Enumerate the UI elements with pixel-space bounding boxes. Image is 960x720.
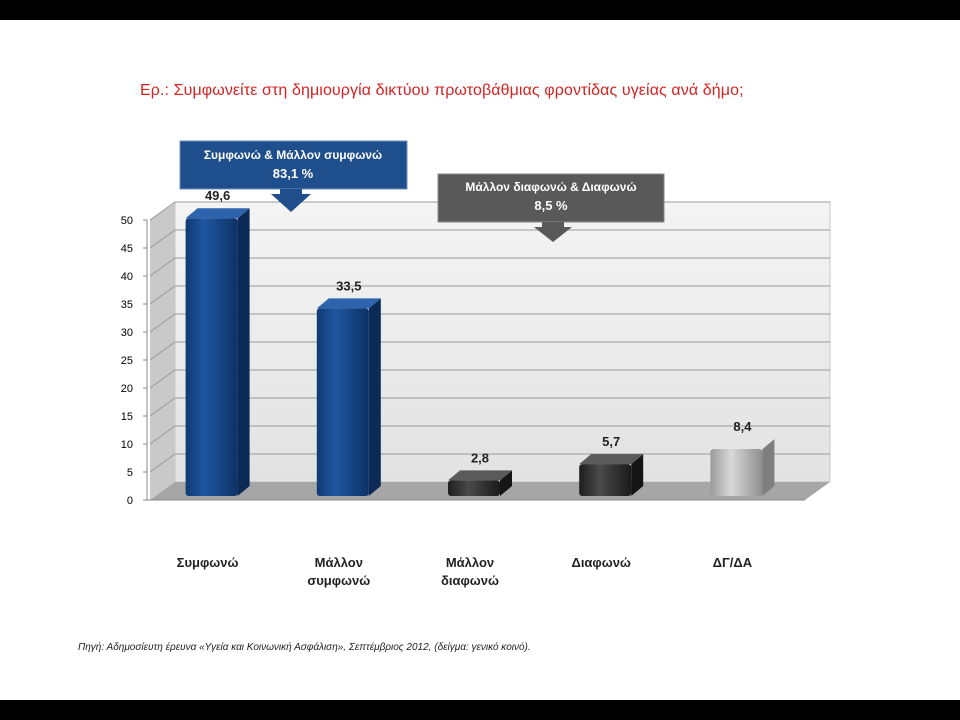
- data-label: 5,7: [602, 434, 620, 449]
- y-tick-label: 35: [121, 299, 133, 311]
- callout-disagree: Μάλλον διαφωνώ & Διαφωνώ 8,5 %: [437, 173, 665, 242]
- gridline: [149, 341, 830, 361]
- bar-chart: 0 5 10 15 20 25 30 35 40 45 50 49,6 33,5 2,8 5,7 8,4 Σ…: [121, 140, 831, 588]
- category-label: διαφωνώ: [441, 573, 499, 588]
- callout-disagree-box: [437, 173, 665, 223]
- category-label: Διαφωνώ: [571, 555, 630, 570]
- callout-agree-arrow: [271, 189, 311, 212]
- data-label: 49,6: [205, 188, 230, 203]
- question-title: Ερ.: Συμφωνείτε στη δημιουργία δικτύου π…: [140, 82, 744, 99]
- callout-agree: Συμφωνώ & Μάλλον συμφωνώ 83,1 %: [179, 140, 408, 212]
- gridline: [149, 257, 830, 277]
- callout-disagree-arrow: [534, 222, 572, 242]
- gridline: [149, 425, 830, 445]
- category-label: ΔΓ/ΔΑ: [713, 555, 753, 570]
- source-note: Πηγή: Αδημοσίευτη έρευνα «Υγεία και Κοιν…: [78, 642, 531, 653]
- y-tick-label: 40: [121, 271, 133, 283]
- bar: [710, 438, 775, 496]
- y-axis-ticks: 0 5 10 15 20 25 30 35 40 45 50: [121, 215, 147, 507]
- category-labels: Συμφωνώ Μάλλον συμφωνώ Μάλλον διαφωνώ Διαφωνώ…: [177, 555, 753, 588]
- category-label: Μάλλον: [446, 555, 494, 570]
- y-tick-label: 15: [121, 411, 133, 423]
- y-tick-label: 45: [121, 243, 133, 255]
- gridline: [149, 397, 830, 417]
- y-tick-label: 0: [127, 495, 133, 507]
- callout-agree-line2: 83,1 %: [273, 166, 314, 181]
- bar: [448, 470, 512, 496]
- y-tick-label: 30: [121, 327, 133, 339]
- y-tick-label: 25: [121, 355, 133, 367]
- y-tick-label: 50: [121, 215, 133, 227]
- data-label: 33,5: [336, 278, 361, 293]
- category-label: Συμφωνώ: [177, 555, 239, 570]
- gridline: [149, 453, 830, 473]
- data-label: 2,8: [471, 450, 489, 465]
- category-label: Μάλλον: [315, 555, 363, 570]
- bar: [185, 208, 250, 497]
- bar: [316, 298, 381, 496]
- gridline: [149, 229, 830, 249]
- callout-agree-line1: Συμφωνώ & Μάλλον συμφωνώ: [204, 148, 382, 162]
- gridline: [149, 369, 830, 389]
- y-tick-label: 10: [121, 439, 133, 451]
- callout-agree-box: [179, 140, 408, 190]
- category-label: συμφωνώ: [307, 573, 370, 588]
- data-labels: 49,6 33,5 2,8 5,7 8,4: [205, 188, 752, 465]
- bar: [579, 454, 644, 496]
- y-tick-label: 5: [127, 467, 133, 479]
- gridline: [149, 285, 830, 305]
- bars: [185, 208, 775, 497]
- callout-disagree-line1: Μάλλον διαφωνώ & Διαφωνώ: [465, 180, 636, 194]
- callout-disagree-line2: 8,5 %: [534, 198, 568, 213]
- y-tick-label: 20: [121, 383, 133, 395]
- gridline: [149, 313, 830, 333]
- data-label: 8,4: [733, 419, 752, 434]
- slide: Ερ.: Συμφωνείτε στη δημιουργία δικτύου π…: [0, 20, 960, 700]
